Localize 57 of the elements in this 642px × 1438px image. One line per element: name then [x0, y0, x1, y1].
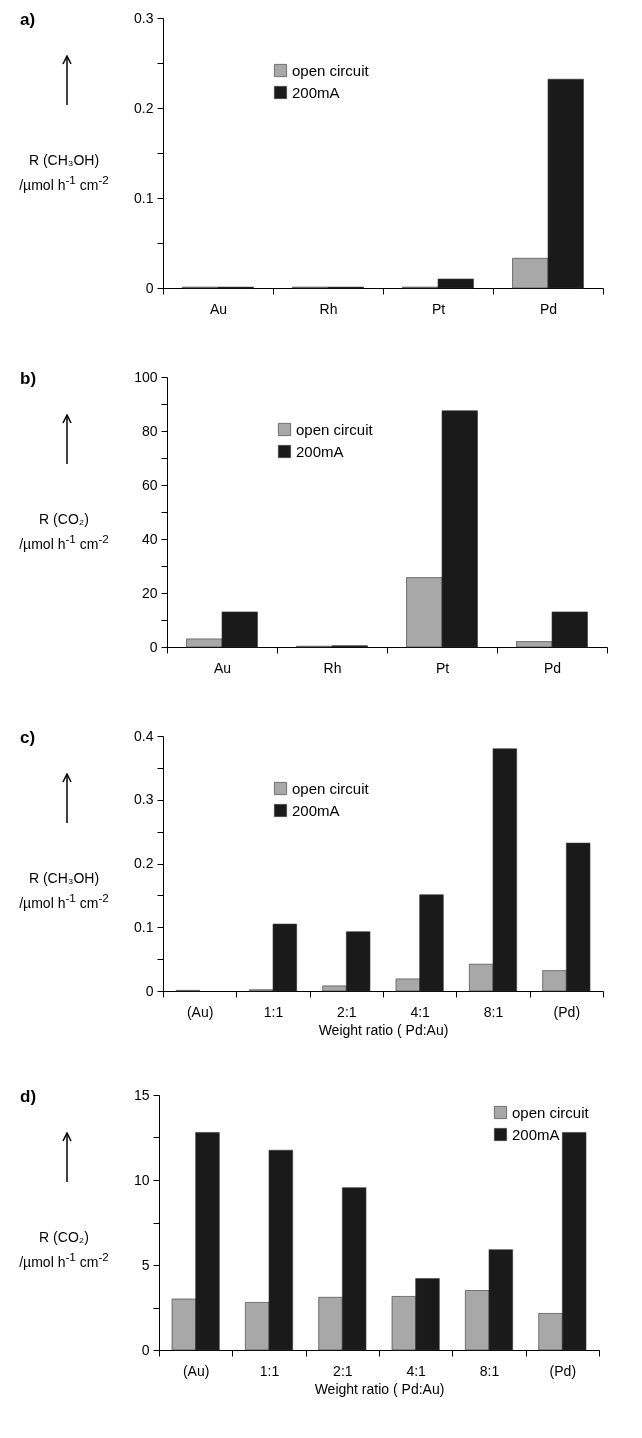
y-tick-label: 0.3	[134, 791, 154, 808]
legend-label: open circuit	[512, 1103, 590, 1121]
x-tick-label: Au	[213, 659, 232, 676]
x-tick-label: 1:1	[263, 1003, 284, 1020]
x-axis-title: Weight ratio ( Pd:Au)	[318, 1021, 449, 1038]
y-tick-label: 100	[134, 368, 158, 385]
x-tick-label: 2:1	[333, 1362, 353, 1379]
legend-label: open circuit	[292, 61, 370, 79]
x-tick-label: Rh	[323, 659, 342, 676]
x-tick-label: (Pd)	[549, 1362, 577, 1379]
y-tick-label: 0	[149, 638, 158, 655]
y-tick-label: 0	[141, 1341, 150, 1358]
y-tick-label: 0.4	[134, 727, 154, 744]
x-tick-label: 1:1	[259, 1362, 280, 1379]
x-tick-label: Pd	[543, 659, 562, 676]
x-tick-label: Rh	[319, 300, 338, 317]
y-axis-title: R (CO₂) /µmol h$^{-1}$ cm$^{-2}$	[18, 1228, 110, 1272]
x-tick-label: Pd	[539, 300, 558, 317]
x-tick-label: 2:1	[337, 1003, 357, 1020]
legend-label: 200mA	[512, 1125, 560, 1143]
x-tick-label: Pt	[431, 300, 446, 317]
y-tick-label: 0.1	[134, 918, 154, 935]
x-tick-label: Pt	[435, 659, 450, 676]
y-tick-label: 40	[141, 530, 158, 547]
y-tick-label: 0	[145, 279, 154, 296]
legend-label: open circuit	[292, 779, 370, 797]
legend-label: open circuit	[296, 420, 374, 438]
x-tick-label: 4:1	[410, 1003, 431, 1020]
x-tick-label: Au	[209, 300, 228, 317]
y-axis-title: R (CH₃OH) /µmol h$^{-1}$ cm$^{-2}$	[18, 869, 110, 913]
y-tick-label: 80	[141, 422, 158, 439]
y-tick-label: 0.3	[134, 9, 154, 26]
x-tick-label: 8:1	[483, 1003, 504, 1020]
y-tick-label: 5	[141, 1256, 150, 1273]
x-tick-label: 8:1	[479, 1362, 500, 1379]
y-tick-label: 0.2	[134, 855, 154, 871]
x-tick-label: (Au)	[186, 1003, 214, 1020]
legend-label: 200mA	[292, 801, 340, 819]
y-tick-label: 0.2	[134, 99, 154, 116]
y-tick-label: 10	[133, 1171, 150, 1188]
chart-title: a)	[20, 10, 36, 30]
y-tick-label: 20	[141, 584, 158, 601]
y-axis-title: R (CO₂) /µmol h$^{-1}$ cm$^{-2}$	[18, 510, 110, 554]
text: b)	[20, 369, 37, 389]
y-tick-label: 60	[141, 476, 158, 493]
y-axis-title: R (CH₃OH) /µmol h$^{-1}$ cm$^{-2}$	[18, 151, 110, 195]
y-tick-label: 15	[133, 1086, 150, 1103]
chart-title: d)	[20, 1087, 37, 1107]
x-tick-label: (Pd)	[553, 1003, 581, 1020]
x-axis-title: Weight ratio ( Pd:Au)	[314, 1380, 445, 1397]
chart-title: c)	[20, 728, 36, 748]
legend-label: 200mA	[296, 442, 344, 460]
x-tick-label: (Au)	[182, 1362, 210, 1379]
legend-label: 200mA	[292, 83, 340, 101]
x-tick-label: 4:1	[406, 1362, 427, 1379]
y-tick-label: 0	[145, 982, 154, 999]
y-tick-label: 0.1	[134, 189, 154, 206]
